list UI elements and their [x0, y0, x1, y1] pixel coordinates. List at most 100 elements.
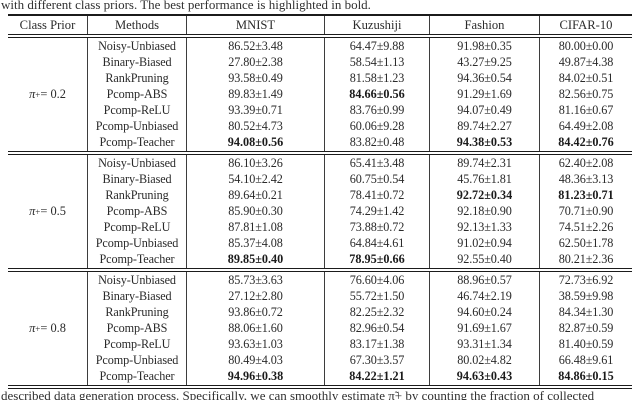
- cifar10-value: 66.48±9.61: [558, 353, 614, 368]
- class-prior-label: π + = 0.5: [8, 155, 88, 268]
- method-label: Pcomp-ABS: [88, 86, 187, 103]
- kuzushiji-value: 83.17±1.38: [325, 336, 430, 353]
- cifar10-value: 48.36±3.13: [558, 171, 614, 186]
- cifar10-value: 80.21±2.36: [558, 252, 614, 267]
- mnist-value: 94.08±0.56: [187, 134, 325, 151]
- fashion-value: 89.74±2.27: [430, 118, 540, 135]
- method-label: Pcomp-Unbiased: [88, 235, 187, 252]
- cifar10-value: 84.34±1.30: [558, 304, 614, 319]
- fashion-value: 80.02±4.82: [430, 352, 540, 369]
- table-row: RankPruning 93.58±0.49 81.58±1.23 94.36±…: [88, 70, 632, 87]
- kuzushiji-value: 58.54±1.13: [325, 54, 430, 71]
- header-kuzushiji: Kuzushiji: [325, 16, 430, 34]
- kuzushiji-value: 82.96±0.54: [325, 320, 430, 337]
- kuzushiji-value: 78.41±0.72: [325, 187, 430, 204]
- table-row: Pcomp-Unbiased 80.52±4.73 60.06±9.28 89.…: [88, 118, 632, 135]
- mnist-value: 93.63±1.03: [187, 336, 325, 353]
- mnist-value: 89.85±0.40: [187, 251, 325, 268]
- header-mnist: MNIST: [187, 16, 325, 34]
- fashion-value: 91.98±0.35: [430, 38, 540, 55]
- method-label: Pcomp-Teacher: [88, 368, 187, 385]
- kuzushiji-value: 65.41±3.48: [325, 155, 430, 172]
- fashion-value: 91.69±1.67: [430, 320, 540, 337]
- mnist-value: 89.64±0.21: [187, 187, 325, 204]
- table-row: Pcomp-Unbiased 80.49±4.03 67.30±3.57 80.…: [88, 352, 632, 369]
- mnist-value: 93.58±0.49: [187, 70, 325, 87]
- mnist-value: 93.39±0.71: [187, 102, 325, 119]
- table-row: RankPruning 89.64±0.21 78.41±0.72 92.72±…: [88, 187, 632, 204]
- cifar10-value: 84.86±0.15: [558, 369, 614, 384]
- fashion-value: 91.02±0.94: [430, 235, 540, 252]
- fashion-value: 92.72±0.34: [430, 187, 540, 204]
- method-label: RankPruning: [88, 304, 187, 321]
- mnist-value: 87.81±1.08: [187, 219, 325, 236]
- fashion-value: 91.29±1.69: [430, 86, 540, 103]
- fashion-value: 94.07±0.49: [430, 102, 540, 119]
- method-label: Pcomp-ABS: [88, 320, 187, 337]
- method-label: Noisy-Unbiased: [88, 272, 187, 289]
- fashion-value: 92.18±0.90: [430, 203, 540, 220]
- table-row: Binary-Biased 27.80±2.38 58.54±1.13 43.2…: [88, 54, 632, 71]
- block-rows: Noisy-Unbiased 86.10±3.26 65.41±3.48 89.…: [88, 155, 632, 268]
- header-methods: Methods: [88, 16, 187, 34]
- table-row: Pcomp-ReLU 93.39±0.71 83.76±0.99 94.07±0…: [88, 102, 632, 119]
- cifar10-value: 49.87±4.38: [558, 54, 614, 69]
- cifar10-value: 64.49±2.08: [558, 119, 614, 134]
- method-label: Pcomp-ReLU: [88, 219, 187, 236]
- cifar10-value: 80.00±0.00: [558, 38, 614, 53]
- method-label: RankPruning: [88, 70, 187, 87]
- mnist-value: 93.86±0.72: [187, 304, 325, 321]
- header-separator-rule: [8, 34, 632, 38]
- cifar10-value: 82.56±0.75: [558, 86, 614, 101]
- table-row: Pcomp-Teacher 94.08±0.56 83.82±0.48 94.3…: [88, 134, 632, 151]
- table-top-rule: [8, 14, 632, 16]
- fashion-value: 46.74±2.19: [430, 288, 540, 305]
- cifar10-value: 84.42±0.76: [558, 135, 614, 150]
- fashion-value: 94.36±0.54: [430, 70, 540, 87]
- cifar10-value: 81.16±0.67: [558, 103, 614, 118]
- mnist-value: 54.10±2.42: [187, 171, 325, 188]
- table-row: Pcomp-Unbiased 85.37±4.08 64.84±4.61 91.…: [88, 235, 632, 252]
- kuzushiji-value: 84.22±1.21: [325, 368, 430, 385]
- pi-symbol: π: [29, 321, 36, 335]
- kuzushiji-value: 83.76±0.99: [325, 102, 430, 119]
- method-label: Pcomp-ReLU: [88, 336, 187, 353]
- method-label: Binary-Biased: [88, 171, 187, 188]
- cifar10-value: 84.02±0.51: [558, 70, 614, 85]
- class-prior-label: π + = 0.2: [8, 38, 88, 151]
- kuzushiji-value: 82.25±2.32: [325, 304, 430, 321]
- method-label: Pcomp-ABS: [88, 203, 187, 220]
- method-label: Noisy-Unbiased: [88, 38, 187, 55]
- fashion-value: 88.96±0.57: [430, 272, 540, 289]
- prior-block-0.2: π + = 0.2 Noisy-Unbiased 86.52±3.48 64.47…: [8, 38, 632, 151]
- mnist-value: 86.10±3.26: [187, 155, 325, 172]
- method-label: Pcomp-ReLU: [88, 102, 187, 119]
- mnist-value: 88.06±1.60: [187, 320, 325, 337]
- mnist-value: 89.83±1.49: [187, 86, 325, 103]
- table-row: Binary-Biased 27.12±2.80 55.72±1.50 46.7…: [88, 288, 632, 305]
- mnist-value: 94.96±0.38: [187, 368, 325, 385]
- block-separator-rule: [8, 268, 632, 272]
- mnist-value: 27.12±2.80: [187, 288, 325, 305]
- header-fashion: Fashion: [430, 16, 540, 34]
- cifar10-value: 62.40±2.08: [558, 155, 614, 170]
- pi-symbol: π: [29, 87, 36, 101]
- kuzushiji-value: 73.88±0.72: [325, 219, 430, 236]
- header-class-prior: Class Prior: [8, 16, 88, 34]
- fashion-value: 93.31±1.34: [430, 336, 540, 353]
- mnist-value: 85.90±0.30: [187, 203, 325, 220]
- block-separator-rule: [8, 151, 632, 155]
- table-header-row: Class Prior Methods MNIST Kuzushiji Fash…: [8, 16, 632, 34]
- method-label: Pcomp-Teacher: [88, 134, 187, 151]
- class-prior-label: π + = 0.8: [8, 272, 88, 385]
- mnist-value: 85.73±3.63: [187, 272, 325, 289]
- mnist-value: 85.37±4.08: [187, 235, 325, 252]
- kuzushiji-value: 60.75±0.54: [325, 171, 430, 188]
- cifar10-value: 62.50±1.78: [558, 236, 614, 251]
- method-label: Pcomp-Unbiased: [88, 352, 187, 369]
- block-rows: Noisy-Unbiased 85.73±3.63 76.60±4.06 88.…: [88, 272, 632, 385]
- fashion-value: 89.74±2.31: [430, 155, 540, 172]
- table-bottom-rule: [8, 385, 632, 389]
- kuzushiji-value: 74.29±1.42: [325, 203, 430, 220]
